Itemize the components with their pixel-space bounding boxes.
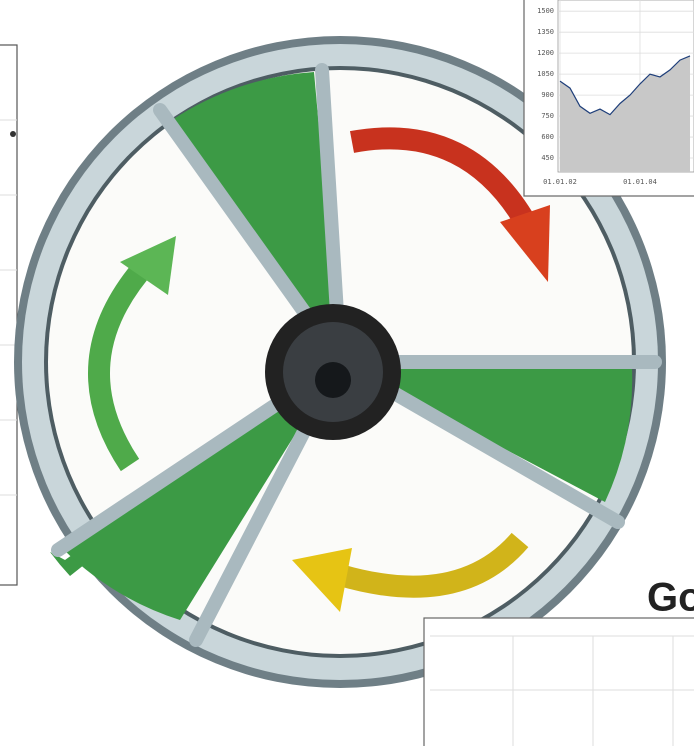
x-tick-label: 01.01.02	[543, 178, 577, 186]
page: Go 450 600 750 900 1050 1200 1350 1500 01.01.02 0…	[0, 0, 694, 746]
partial-heading: Go	[647, 576, 694, 620]
inset-chart: 450 600 750 900 1050 1200 1350 1500 01.01.02 01.0…	[537, 0, 694, 186]
y-tick-label: 600	[541, 133, 554, 141]
y-tick-label: 1200	[537, 49, 554, 57]
y-tick-label: 450	[541, 154, 554, 162]
illustration: Go 450 600 750 900 1050 1200 1350 1500 01.01.02 0…	[0, 0, 694, 746]
bottom-chart-panel	[424, 618, 694, 746]
y-tick-label: 1350	[537, 28, 554, 36]
dot	[10, 131, 16, 137]
y-tick-label: 1050	[537, 70, 554, 78]
y-tick-label: 750	[541, 112, 554, 120]
y-tick-label: 1500	[537, 7, 554, 15]
y-tick-label: 900	[541, 91, 554, 99]
x-tick-label: 01.01.04	[623, 178, 657, 186]
left-panel	[0, 45, 17, 585]
